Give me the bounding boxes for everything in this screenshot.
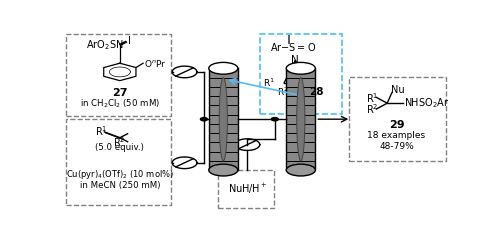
Text: R$^2$: R$^2$ <box>113 135 126 149</box>
Text: Nu: Nu <box>391 85 404 96</box>
Text: R$^2$: R$^2$ <box>277 86 289 98</box>
Bar <box>218 170 274 208</box>
Bar <box>209 68 238 170</box>
Text: 29: 29 <box>388 120 404 130</box>
Circle shape <box>272 118 278 121</box>
Text: ArO$_2$SN: ArO$_2$SN <box>86 38 124 52</box>
Text: $\Vert$: $\Vert$ <box>286 33 290 46</box>
Text: O$^n$Pr: O$^n$Pr <box>144 58 167 69</box>
Bar <box>286 68 316 170</box>
Ellipse shape <box>286 164 316 176</box>
Text: N: N <box>291 55 299 65</box>
Text: (5.0 equiv.): (5.0 equiv.) <box>96 143 144 152</box>
Ellipse shape <box>209 62 238 74</box>
Bar <box>66 34 171 116</box>
Text: 18 examples: 18 examples <box>368 131 426 140</box>
Bar <box>349 77 446 161</box>
Ellipse shape <box>209 164 238 176</box>
Text: 28: 28 <box>309 87 324 97</box>
Text: I: I <box>128 36 130 46</box>
Text: Ar$-$S$=$O: Ar$-$S$=$O <box>270 41 316 53</box>
Ellipse shape <box>219 77 228 161</box>
Text: R$^1$: R$^1$ <box>263 76 275 89</box>
Text: NHSO$_2$Ar: NHSO$_2$Ar <box>404 96 450 110</box>
Text: NuH/H$^+$: NuH/H$^+$ <box>228 182 267 196</box>
Text: in MeCN (250 mM): in MeCN (250 mM) <box>80 181 160 190</box>
Text: 48-79%: 48-79% <box>379 142 414 151</box>
Circle shape <box>200 118 207 121</box>
Text: in CH$_2$Cl$_2$ (50 mM): in CH$_2$Cl$_2$ (50 mM) <box>80 97 160 110</box>
Text: R$^1$: R$^1$ <box>96 124 108 138</box>
Text: R$^1$: R$^1$ <box>366 91 378 105</box>
Ellipse shape <box>296 77 305 161</box>
Text: Cu(pyr)$_4$(OTf)$_2$ (10 mol%): Cu(pyr)$_4$(OTf)$_2$ (10 mol%) <box>66 168 174 181</box>
Bar <box>66 119 171 205</box>
Text: R$^2$: R$^2$ <box>366 103 378 116</box>
Bar <box>260 34 342 114</box>
Text: 27: 27 <box>112 88 128 98</box>
Ellipse shape <box>286 62 316 74</box>
